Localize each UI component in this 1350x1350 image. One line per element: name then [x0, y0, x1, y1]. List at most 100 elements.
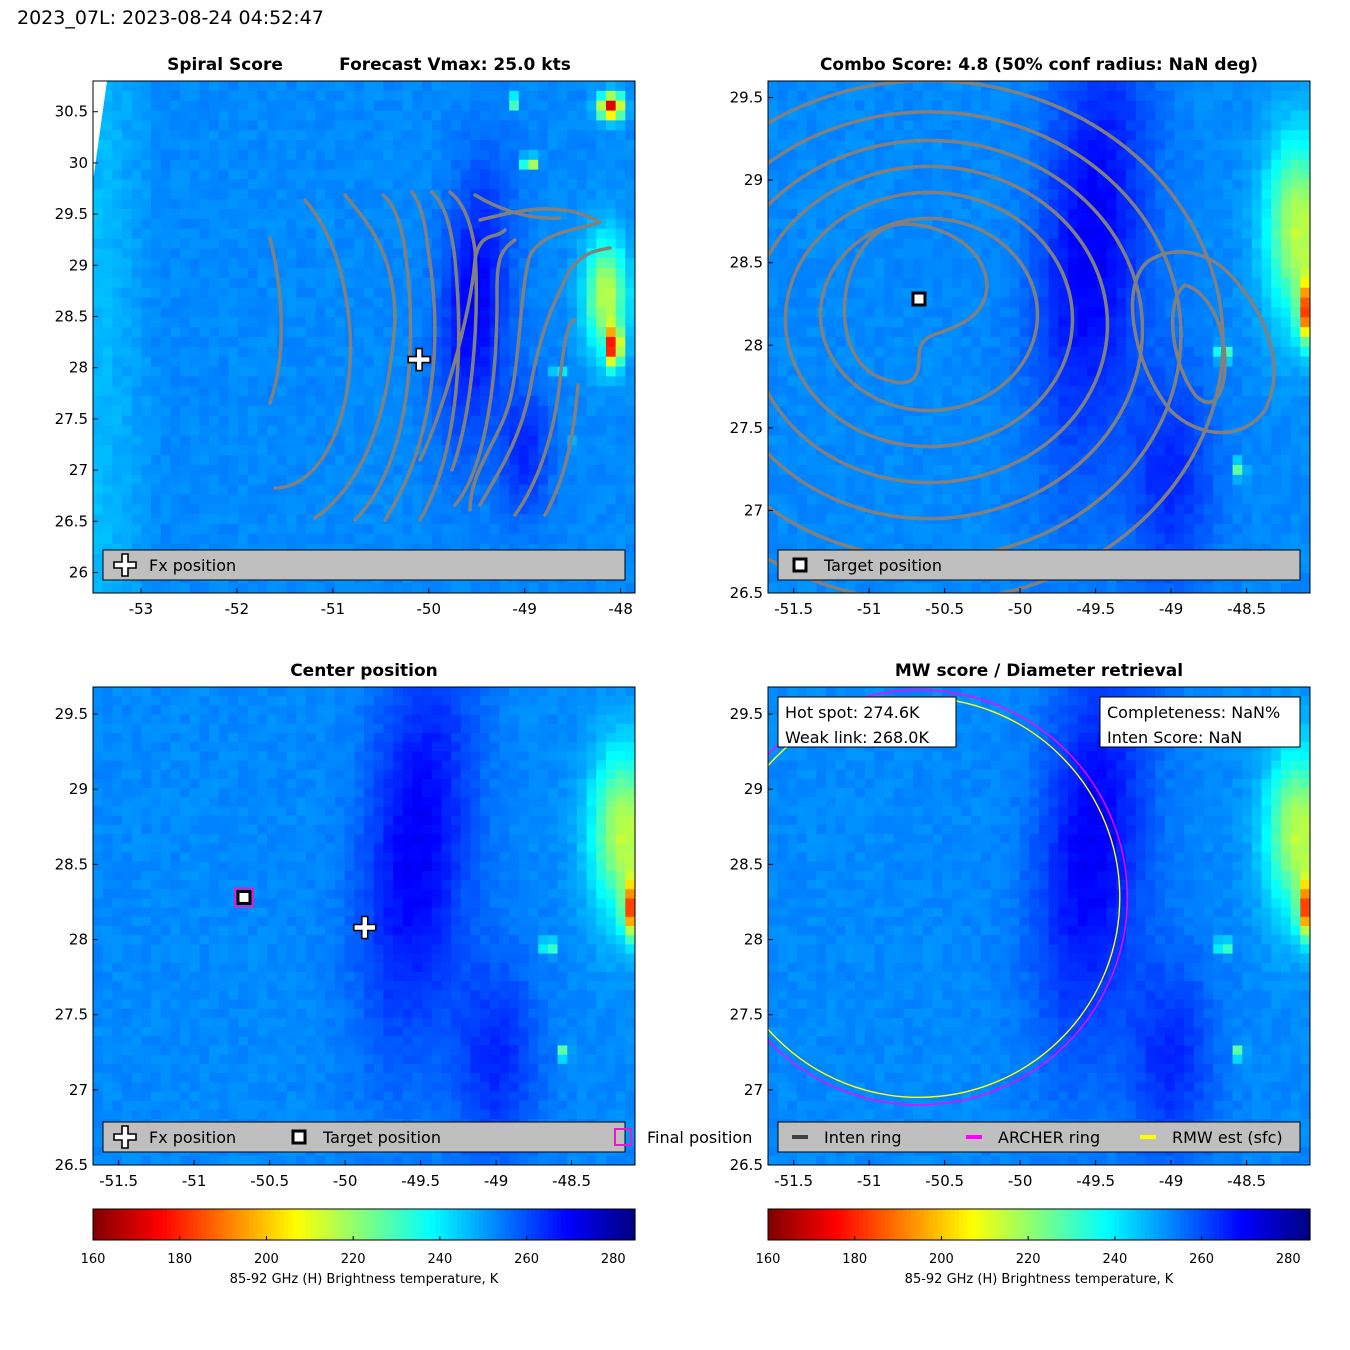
contour-line: [543, 383, 580, 517]
fx-cross-icon: [113, 1125, 137, 1149]
panel-title: Combo Score: 4.8 (50% conf radius: NaN d…: [820, 55, 1258, 75]
legend-box: [777, 1121, 1301, 1153]
contour-line: [513, 318, 577, 517]
legend: Inten ring ARCHER ring RMW est (sfc): [777, 1121, 1301, 1153]
y-tick-label: 29: [69, 256, 88, 274]
y-tick-label: 29.5: [730, 705, 763, 723]
x-tick-label: -48.5: [1227, 600, 1266, 618]
contour-line: [268, 236, 283, 405]
y-tick-label: 28: [69, 931, 88, 949]
heatmap: [93, 81, 635, 593]
y-tick-label: 28.5: [730, 855, 763, 873]
x-tick-label: -50: [417, 600, 442, 618]
contour-line: [768, 138, 1145, 521]
x-tick-label: -52: [225, 600, 250, 618]
axes-frame: [92, 686, 636, 1166]
contour-line: [453, 238, 517, 507]
x-tick-label: -51: [182, 1172, 207, 1190]
final-position-marker: [233, 887, 254, 908]
fx-position-marker: [352, 915, 377, 940]
x-tick-label: -48.5: [1227, 1172, 1266, 1190]
panel-center-position: -51.5 -51 -50.5 -50 -49.5 -49 -48.5 26.5 27 27.5 2…: [55, 661, 753, 1190]
y-tick-label: 27: [744, 1081, 763, 1099]
info-text: Hot spot: 274.6K: [785, 703, 920, 722]
x-tick-label: -50: [1008, 600, 1033, 618]
y-tick-label: 28: [744, 931, 763, 949]
legend-label: ARCHER ring: [998, 1128, 1100, 1147]
y-tick-label: 28: [69, 359, 88, 377]
legend-label: Fx position: [149, 1128, 236, 1147]
colorbar-tick-label: 180: [842, 1252, 867, 1267]
y-tick-label: 29: [744, 171, 763, 189]
y-tick-label: 27.5: [55, 410, 88, 428]
legend-box: [102, 1121, 626, 1153]
y-tick-label: 26.5: [730, 1156, 763, 1174]
y-tick-label: 29: [744, 780, 763, 798]
legend-label: RMW est (sfc): [1172, 1128, 1283, 1147]
x-tick-label: -48.5: [552, 1172, 591, 1190]
fx-cross-icon: [113, 553, 137, 577]
x-tick-label: -50.5: [925, 600, 964, 618]
target-position-marker: [911, 291, 927, 307]
contour-line: [353, 193, 413, 522]
panel-title: MW score / Diameter retrieval: [895, 661, 1183, 681]
contour-line: [418, 190, 461, 522]
colorbar-right: 160 180 200 220 240 260 280 85-92 GHz (H) Brigh…: [756, 1208, 1311, 1287]
colorbar-tick-label: 280: [601, 1252, 626, 1267]
x-tick-label: -49.5: [1076, 1172, 1115, 1190]
contour-line: [383, 190, 437, 522]
legend-label: Inten ring: [824, 1128, 902, 1147]
suptitle: 2023_07L: 2023-08-24 04:52:47: [17, 7, 324, 29]
x-tick-label: -51.5: [99, 1172, 138, 1190]
y-tick-label: 30: [69, 154, 88, 172]
y-tick-label: 28.5: [730, 254, 763, 272]
info-text: Weak link: 268.0K: [785, 728, 929, 747]
y-tick-label: 28.5: [55, 855, 88, 873]
colorbar-label: 85-92 GHz (H) Brightness temperature, K: [905, 1272, 1174, 1287]
missing-data-wedge: [93, 81, 107, 181]
legend: Target position: [777, 549, 1301, 581]
contour-line: [273, 198, 353, 490]
target-square-icon: [792, 557, 808, 573]
contour-line: [473, 193, 562, 220]
y-tick-label: 27.5: [730, 419, 763, 437]
y-tick-label: 29: [69, 780, 88, 798]
y-tick-label: 28.5: [55, 308, 88, 326]
x-tick-label: -49: [1159, 600, 1184, 618]
y-tick-label: 26.5: [55, 1156, 88, 1174]
contour-line: [783, 190, 1075, 449]
x-tick-label: -51: [857, 1172, 882, 1190]
x-tick-label: -51: [857, 600, 882, 618]
y-tick-label: 27.5: [730, 1006, 763, 1024]
overlay: [768, 81, 1276, 593]
panel-title: Center position: [290, 661, 438, 681]
legend-label: Target position: [823, 556, 942, 575]
axes-frame: [767, 80, 1311, 594]
y-tick-label: 27: [69, 1081, 88, 1099]
colorbar-tick-label: 160: [81, 1252, 106, 1267]
target-square-icon: [291, 1129, 307, 1145]
colorbar-tick-label: 280: [1276, 1252, 1301, 1267]
colorbar-tick-label: 240: [427, 1252, 452, 1267]
info-text: Inten Score: NaN: [1107, 728, 1242, 747]
info-box-left: Hot spot: 274.6K Weak link: 268.0K: [777, 696, 957, 748]
legend-label: Final position: [647, 1128, 752, 1147]
info-text: Completeness: NaN%: [1107, 703, 1280, 722]
y-tick-label: 30.5: [55, 103, 88, 121]
x-tick-label: -49.5: [401, 1172, 440, 1190]
y-tick-label: 28: [744, 336, 763, 354]
x-tick-label: -50.5: [925, 1172, 964, 1190]
x-tick-label: -50: [333, 1172, 358, 1190]
x-tick-label: -51.5: [774, 1172, 813, 1190]
panel-title-left: Spiral Score: [167, 55, 283, 75]
contour-line: [468, 220, 602, 512]
contour-line: [1170, 283, 1227, 404]
x-tick-label: -50: [1008, 1172, 1033, 1190]
colorbar-label: 85-92 GHz (H) Brightness temperature, K: [230, 1272, 499, 1287]
panel-combo-score: -51.5 -51 -50.5 -50 -49.5 -49 -48.5 26.5 27 27.5 2…: [730, 55, 1311, 618]
colorbar-tick-label: 220: [1016, 1252, 1041, 1267]
y-tick-label: 26: [69, 564, 88, 582]
contour-line: [768, 164, 1110, 485]
axes-frame: [92, 80, 636, 594]
